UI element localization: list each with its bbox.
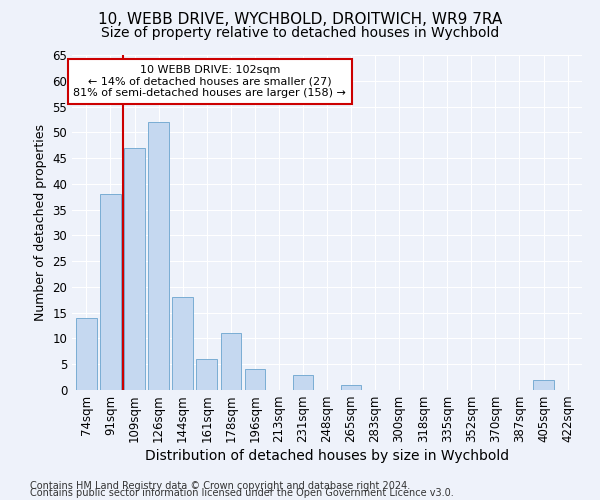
Bar: [124, 148, 145, 390]
Y-axis label: Number of detached properties: Number of detached properties: [34, 124, 47, 321]
Bar: [221, 334, 241, 390]
Bar: [245, 370, 265, 390]
Bar: [76, 318, 97, 390]
Text: 10, WEBB DRIVE, WYCHBOLD, DROITWICH, WR9 7RA: 10, WEBB DRIVE, WYCHBOLD, DROITWICH, WR9…: [98, 12, 502, 28]
Bar: [341, 385, 361, 390]
Text: Contains HM Land Registry data © Crown copyright and database right 2024.: Contains HM Land Registry data © Crown c…: [30, 481, 410, 491]
Bar: [172, 297, 193, 390]
Bar: [148, 122, 169, 390]
Text: Size of property relative to detached houses in Wychbold: Size of property relative to detached ho…: [101, 26, 499, 40]
Text: 10 WEBB DRIVE: 102sqm
← 14% of detached houses are smaller (27)
81% of semi-deta: 10 WEBB DRIVE: 102sqm ← 14% of detached …: [73, 65, 346, 98]
Bar: [293, 374, 313, 390]
Bar: [100, 194, 121, 390]
X-axis label: Distribution of detached houses by size in Wychbold: Distribution of detached houses by size …: [145, 450, 509, 464]
Bar: [533, 380, 554, 390]
Bar: [196, 359, 217, 390]
Text: Contains public sector information licensed under the Open Government Licence v3: Contains public sector information licen…: [30, 488, 454, 498]
